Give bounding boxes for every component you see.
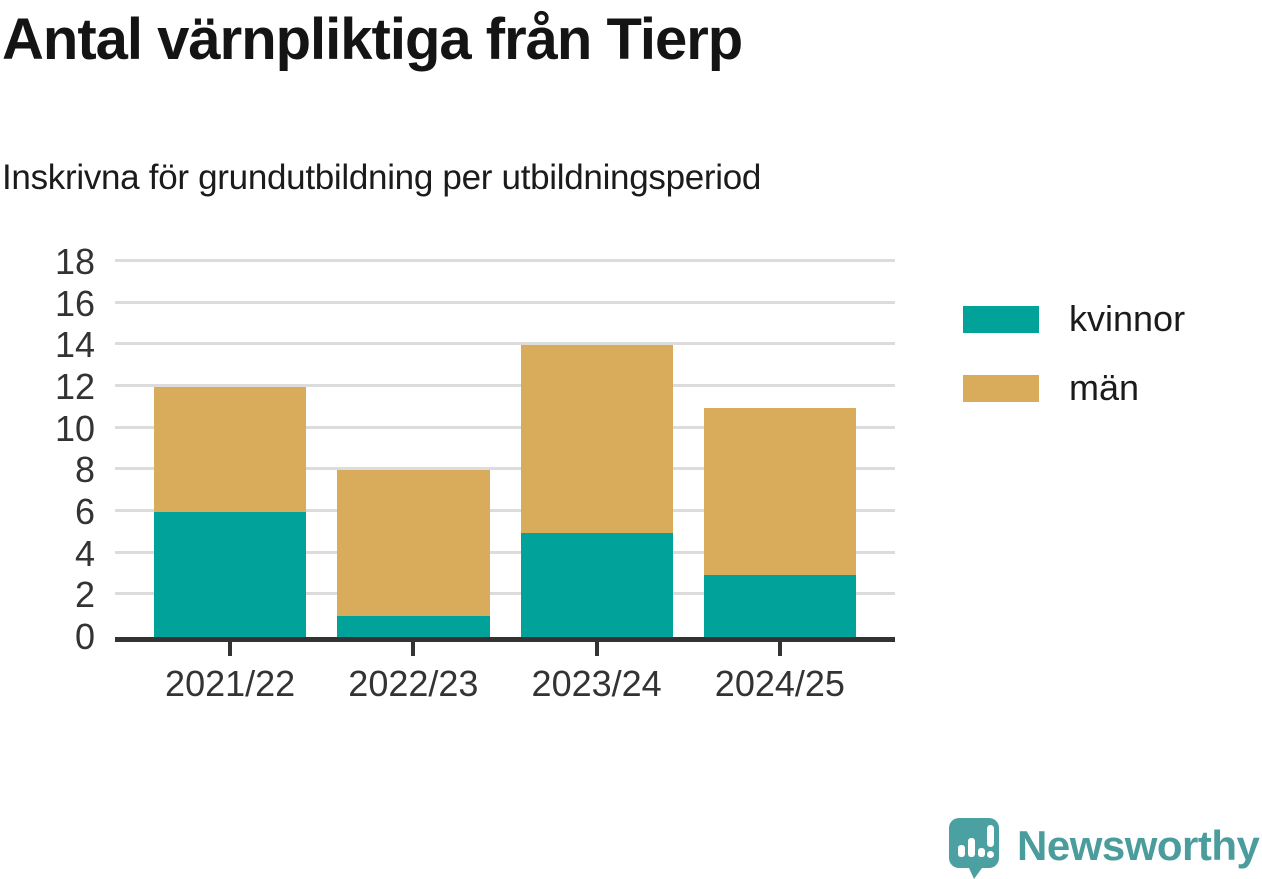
stacked-bar <box>520 262 673 637</box>
y-axis-tick-label: 12 <box>54 366 95 407</box>
chart-subtitle: Inskrivna för grundutbildning per utbild… <box>2 158 762 197</box>
bar-segment-män <box>703 407 856 575</box>
x-axis-tick-mark <box>594 642 599 656</box>
legend-swatch <box>963 374 1039 402</box>
y-axis-tick-label: 16 <box>54 282 95 324</box>
page-title: Antal värnpliktiga från Tierp <box>2 7 743 72</box>
x-axis-tick-label: 2022/23 <box>348 663 479 704</box>
y-axis-tick-label: 4 <box>74 532 95 574</box>
chart-legend: kvinnor män <box>963 298 1185 436</box>
y-axis: 0 2 4 6 8 10 12 14 16 18 <box>0 244 95 655</box>
gridline-y14 <box>115 342 895 346</box>
bar-group-2021/22 <box>154 262 307 637</box>
bar-segment-kvinnor <box>703 574 856 637</box>
newsworthy-logo-text: Newsworthy <box>1017 821 1260 869</box>
x-axis-tick-mark <box>411 642 416 656</box>
y-axis-tick-label: 14 <box>54 324 95 366</box>
gridline-y2 <box>115 592 895 596</box>
x-axis-category: 2021/22 <box>154 637 306 727</box>
stacked-bar <box>337 262 490 637</box>
newsworthy-logo: Newsworthy <box>946 812 1260 879</box>
x-axis-tick-label: 2024/25 <box>714 663 845 704</box>
plot-area <box>115 259 895 642</box>
y-axis-tick-label: 6 <box>74 491 95 532</box>
bar-segment-kvinnor <box>154 512 307 637</box>
newsworthy-bar-chart-speech-bubble-icon <box>949 818 999 879</box>
gridline-y16 <box>115 300 895 304</box>
y-axis-tick-label: 18 <box>54 241 95 282</box>
y-axis-tick-label: 10 <box>54 407 95 449</box>
x-axis-tick-mark <box>228 642 233 656</box>
y-axis-tick-label: 2 <box>74 574 95 616</box>
x-axis-tick-label: 2021/22 <box>165 663 296 704</box>
gridline-y8 <box>115 467 895 471</box>
bar-group-2023/24 <box>520 262 673 637</box>
bar-segment-kvinnor <box>520 532 673 637</box>
bar-segment-män <box>154 387 307 512</box>
bar-segment-kvinnor <box>337 616 490 637</box>
x-axis-line <box>115 637 895 642</box>
gridline-y10 <box>115 425 895 429</box>
legend-swatch <box>963 305 1039 333</box>
gridline-y12 <box>115 384 895 387</box>
y-axis-tick-label: 0 <box>74 616 95 657</box>
legend-label: män <box>1069 367 1140 408</box>
bar-segment-män <box>337 470 490 617</box>
x-axis-tick-label: 2023/24 <box>531 663 662 704</box>
x-axis-category: 2022/23 <box>337 637 489 727</box>
bar-segment-män <box>520 345 673 533</box>
bar-group-2024/25 <box>703 262 856 637</box>
x-axis-tick-mark <box>777 642 782 656</box>
legend-item-kvinnor: kvinnor <box>963 298 1185 340</box>
stacked-bar <box>703 262 856 637</box>
x-axis-category: 2023/24 <box>521 637 673 727</box>
gridline-y18 <box>115 259 895 262</box>
legend-label: kvinnor <box>1069 298 1186 339</box>
x-axis-category: 2024/25 <box>704 637 856 727</box>
stacked-bar <box>154 262 307 637</box>
bar-series <box>154 262 856 637</box>
gridline-y4 <box>115 550 895 554</box>
bar-group-2022/23 <box>337 262 490 637</box>
gridline-y6 <box>115 509 895 512</box>
y-axis-tick-label: 8 <box>74 449 95 491</box>
legend-item-män: män <box>963 367 1185 409</box>
